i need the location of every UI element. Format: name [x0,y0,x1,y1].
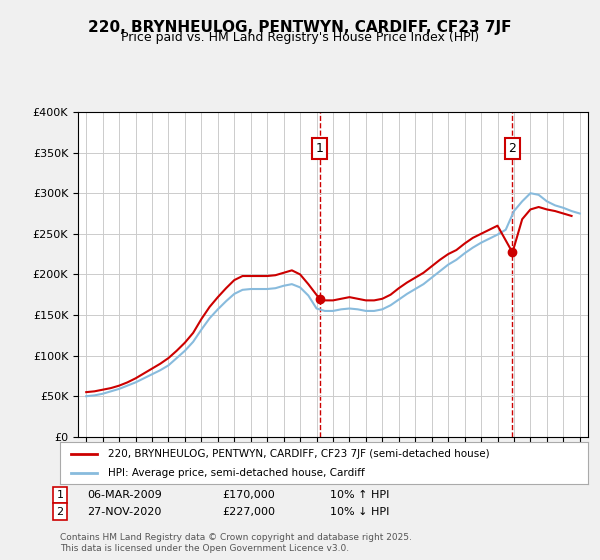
Text: 1: 1 [316,142,323,155]
Text: 2: 2 [56,507,64,517]
Text: 10% ↓ HPI: 10% ↓ HPI [330,507,389,517]
Text: HPI: Average price, semi-detached house, Cardiff: HPI: Average price, semi-detached house,… [107,468,364,478]
Text: £227,000: £227,000 [222,507,275,517]
Text: 220, BRYNHEULOG, PENTWYN, CARDIFF, CF23 7JF (semi-detached house): 220, BRYNHEULOG, PENTWYN, CARDIFF, CF23 … [107,449,489,459]
Text: Contains HM Land Registry data © Crown copyright and database right 2025.
This d: Contains HM Land Registry data © Crown c… [60,533,412,553]
Text: 220, BRYNHEULOG, PENTWYN, CARDIFF, CF23 7JF: 220, BRYNHEULOG, PENTWYN, CARDIFF, CF23 … [88,20,512,35]
Text: Price paid vs. HM Land Registry's House Price Index (HPI): Price paid vs. HM Land Registry's House … [121,31,479,44]
Text: £170,000: £170,000 [222,490,275,500]
Text: 10% ↑ HPI: 10% ↑ HPI [330,490,389,500]
Text: 1: 1 [56,490,64,500]
Text: 2: 2 [509,142,517,155]
Text: 06-MAR-2009: 06-MAR-2009 [87,490,162,500]
Text: 27-NOV-2020: 27-NOV-2020 [87,507,161,517]
